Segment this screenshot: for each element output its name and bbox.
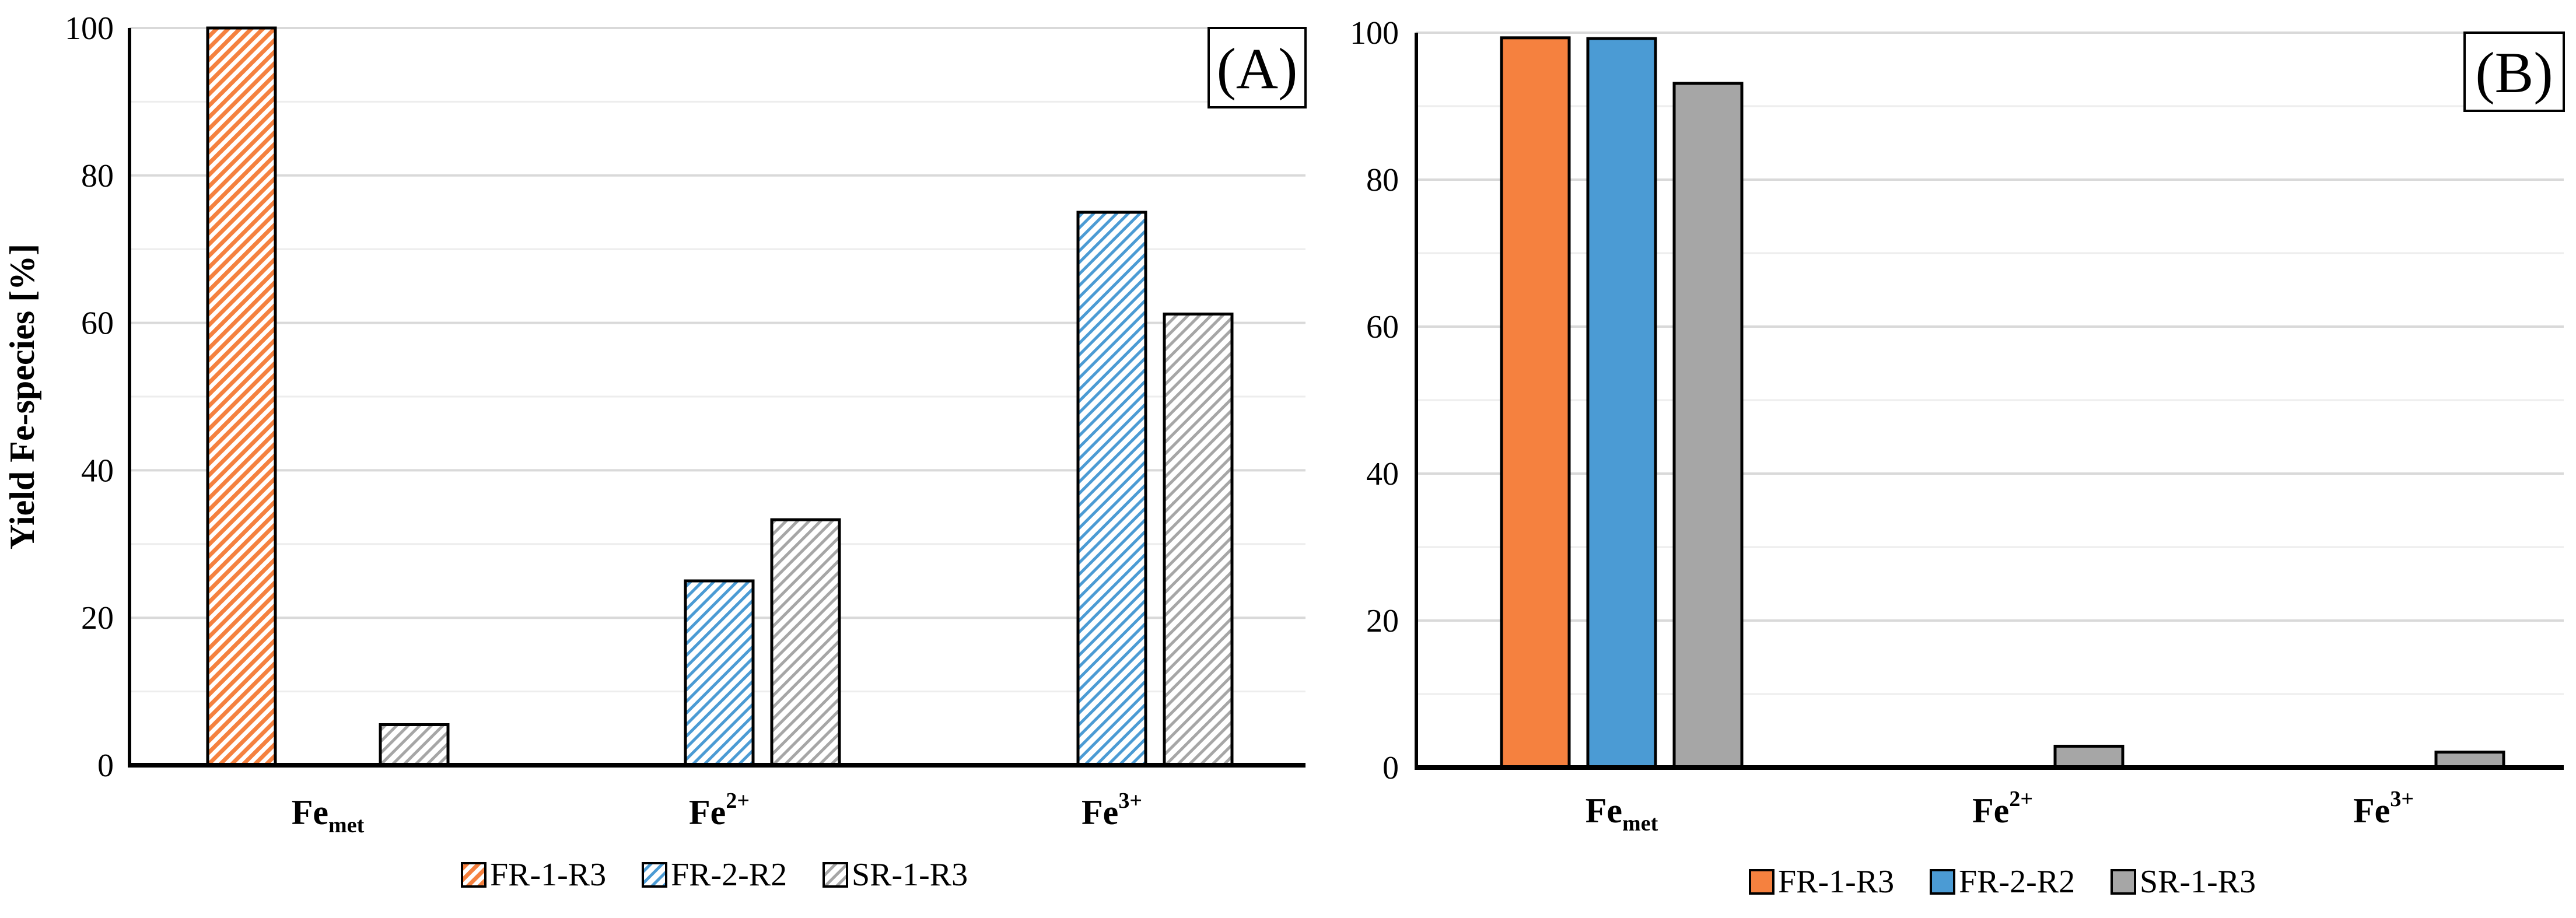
bar-fr-1-r3-met <box>206 26 277 767</box>
bar-sr-1-r3-2+ <box>770 518 841 767</box>
y-tick-label: 80 <box>1366 162 1399 198</box>
bar-sr-1-r3-3+ <box>2434 751 2505 769</box>
panel-label: (B) <box>2475 40 2553 105</box>
bar-sr-1-r3-3+ <box>1163 312 1234 767</box>
legend-label: FR-2-R2 <box>1959 864 2075 900</box>
panel-label: (A) <box>1217 36 1298 101</box>
y-tick-label: 80 <box>81 158 114 194</box>
bar-fr-2-r2-met <box>1586 37 1657 769</box>
panel-label-box <box>1208 27 1307 108</box>
bar-fr-2-r2-2+ <box>684 579 755 767</box>
y-axis-label: Yield Fe-species [%] <box>3 244 41 549</box>
bar-sr-1-r3-met <box>379 723 450 767</box>
panel-label-box <box>2463 31 2565 112</box>
y-tick-label: 0 <box>97 748 114 784</box>
legend-swatch <box>461 862 487 888</box>
y-tick-label: 100 <box>1350 15 1399 51</box>
bar-sr-1-r3-met <box>1672 82 1744 769</box>
category-label: Fe3+ <box>2353 787 2414 830</box>
y-tick-label: 20 <box>81 600 114 636</box>
y-tick-label: 40 <box>81 453 114 489</box>
y-tick-label: 40 <box>1366 456 1399 492</box>
category-label: Femet <box>292 793 365 838</box>
bar-sr-1-r3-2+ <box>2053 744 2124 769</box>
legend-swatch <box>1749 869 1774 895</box>
y-tick-label: 60 <box>81 306 114 342</box>
legend-label: FR-2-R2 <box>671 857 787 893</box>
legend-swatch <box>1930 869 1955 895</box>
y-tick-label: 100 <box>65 10 114 47</box>
legend-label: FR-1-R3 <box>1778 864 1894 900</box>
y-tick-label: 60 <box>1366 309 1399 345</box>
y-tick-label: 0 <box>1382 750 1399 786</box>
category-label: Femet <box>1586 791 1658 836</box>
legend-swatch <box>2110 869 2136 895</box>
legend-label: FR-1-R3 <box>490 857 606 893</box>
bar-fr-2-r2-3+ <box>1076 211 1147 767</box>
legend-swatch <box>822 862 848 888</box>
panel-b-chart: 0 20 40 60 80 100 Femet Fe2+ Fe3+ (B) FR-1-R3 FR-2-… <box>1350 15 2565 900</box>
legend-label: SR-1-R3 <box>852 857 968 893</box>
y-tick-label: 20 <box>1366 603 1399 639</box>
panel-a-chart: 0 20 40 60 80 100 Femet Fe2+ Fe3+ Yield Fe-specie… <box>3 10 1307 893</box>
bar-fr-1-r3-met <box>1500 36 1571 769</box>
legend-swatch <box>642 862 667 888</box>
category-label: Fe3+ <box>1082 789 1142 832</box>
legend-label: SR-1-R3 <box>2140 864 2256 900</box>
category-label: Fe2+ <box>689 789 750 832</box>
category-label: Fe2+ <box>1972 787 2033 830</box>
